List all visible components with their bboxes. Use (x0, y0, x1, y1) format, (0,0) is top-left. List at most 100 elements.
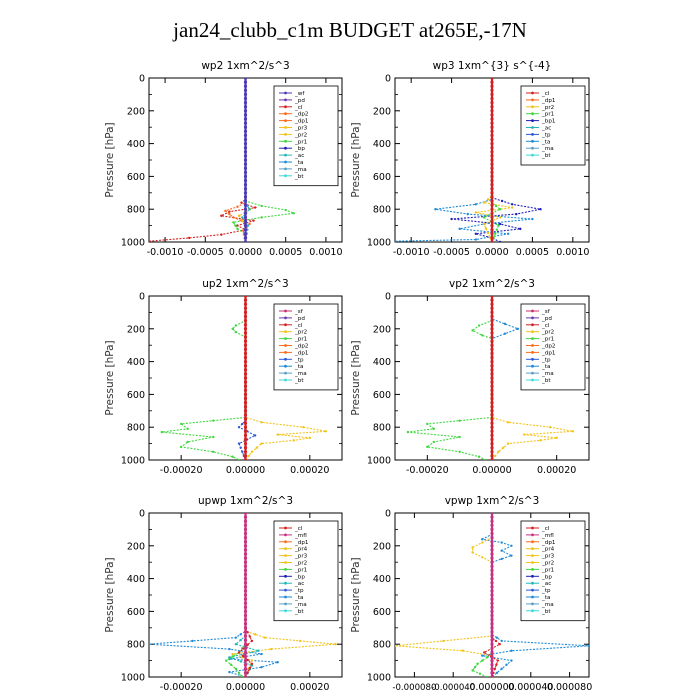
series-point (432, 427, 435, 431)
series-point (243, 663, 248, 667)
legend-entry: _dp1 (541, 350, 556, 356)
series-point (510, 649, 513, 652)
series-point (302, 426, 305, 429)
series-point (231, 455, 234, 458)
legend-entry: _bp1 (541, 119, 556, 125)
x-tick-label: 0.00020 (290, 682, 329, 693)
series-point (243, 113, 248, 117)
series-point (247, 454, 250, 458)
series-point (510, 554, 513, 557)
series-point (511, 206, 514, 209)
series-point (243, 572, 248, 577)
series-point (225, 659, 228, 662)
series-_cl (243, 296, 248, 460)
series-point (243, 626, 248, 630)
series-point (241, 450, 244, 453)
legend-swatch-marker (284, 316, 287, 320)
series-point (490, 319, 494, 323)
legend-swatch-marker (284, 105, 287, 109)
legend-entry: _pr1 (294, 567, 308, 573)
series-point (243, 560, 248, 564)
series-point (476, 662, 479, 666)
y-tick-label: 800 (127, 205, 145, 216)
series-point (237, 442, 241, 445)
series-point (243, 380, 248, 384)
series-point (292, 212, 295, 215)
x-tick-label: -0.00020 (160, 682, 203, 693)
series-point (490, 401, 494, 405)
y-tick-label: 400 (127, 139, 145, 150)
series-point (494, 454, 497, 458)
series-point (243, 154, 248, 158)
series-point (490, 376, 494, 380)
legend-swatch-marker (284, 160, 287, 164)
series-point (490, 421, 494, 425)
series-_dp1 (406, 296, 494, 460)
legend-swatch-marker (284, 561, 287, 564)
series-point (500, 199, 504, 203)
legend-swatch-marker (531, 357, 534, 361)
series-point (490, 601, 494, 605)
x-tick-label: 0.0010 (556, 247, 589, 258)
series-point (228, 656, 231, 659)
legend-swatch-marker (284, 378, 287, 382)
series-point (406, 430, 410, 434)
legend-entry: _cl (294, 526, 303, 532)
y-axis-label: Pressure [hPa] (350, 340, 362, 415)
series-point (243, 364, 248, 368)
series-line (395, 513, 493, 677)
series-point (490, 150, 494, 154)
series-point (511, 203, 514, 206)
y-tick-label: 600 (127, 390, 145, 401)
series-point (490, 450, 494, 454)
series-point (490, 523, 494, 527)
series-point (334, 643, 337, 646)
series-point (490, 585, 494, 589)
series-point (539, 208, 542, 211)
series-point (243, 133, 248, 137)
series-point (243, 331, 248, 335)
series-point (497, 450, 500, 453)
legend-entry: _dp1 (294, 350, 309, 356)
series-point (260, 204, 263, 208)
series-point (477, 324, 481, 327)
legend-entry: _pr3 (541, 554, 555, 560)
legend-swatch-marker (284, 309, 287, 313)
series-point (228, 212, 231, 216)
series-point (490, 351, 494, 355)
legend-entry: _ma (294, 167, 307, 173)
series-point (231, 655, 234, 658)
series-point (458, 450, 461, 453)
legend-entry: _pr3 (294, 126, 308, 132)
legend-entry: _pr1 (294, 139, 308, 145)
series-point (239, 660, 242, 663)
series-point (243, 409, 248, 413)
series-point (490, 380, 494, 384)
series-point (241, 229, 245, 232)
series-point (243, 519, 248, 523)
series-point (490, 437, 494, 442)
legend-swatch-marker (284, 133, 287, 136)
series-point (243, 544, 248, 548)
series-point (486, 231, 490, 235)
series-point (243, 671, 248, 675)
series-point (490, 577, 494, 581)
series-point (243, 667, 248, 671)
series-point (478, 672, 482, 675)
series-point (497, 224, 500, 227)
legend-swatch-marker (531, 554, 534, 557)
legend: _cl_mfl_dp1_pr4_pr3_pr2_pr1_bp_ac_tp_ta_… (273, 520, 339, 622)
series-point (490, 654, 494, 659)
y-tick-label: 1000 (121, 456, 145, 467)
legend-entry: _ta (294, 160, 303, 166)
series-point (490, 199, 494, 203)
series-point (243, 659, 248, 663)
legend-swatch-marker (531, 91, 534, 95)
series-point (490, 158, 494, 162)
series-point (243, 536, 248, 540)
series-point (186, 427, 189, 431)
series-point (243, 613, 248, 618)
y-tick-label: 400 (127, 574, 145, 585)
series-point (243, 203, 248, 207)
